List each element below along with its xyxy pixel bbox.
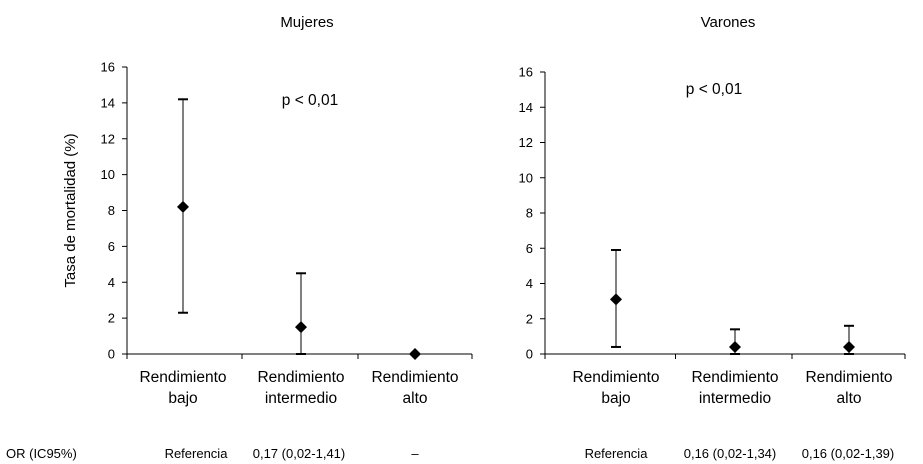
y-tick-label: 2	[108, 311, 115, 326]
y-tick-label: 12	[101, 131, 115, 146]
y-tick-label: 4	[108, 275, 115, 290]
y-tick-label: 16	[101, 60, 115, 75]
panel-mujeres: Mujeres 0 2 4 6 8 10 12 14 16 Tasa de mortalidad (…	[62, 14, 473, 461]
or-value: 0,16 (0,02-1,34)	[684, 446, 777, 461]
p-value-annotation: p < 0,01	[686, 81, 742, 98]
or-value: Referencia	[585, 446, 649, 461]
or-value: Referencia	[165, 446, 229, 461]
y-tick-label: 14	[101, 95, 115, 110]
x-category-label: alto	[403, 390, 428, 407]
data-point-diamond	[409, 348, 421, 360]
data-point-diamond	[729, 340, 741, 353]
y-tick-label: 0	[108, 347, 115, 362]
y-axis-label: Tasa de mortalidad (%)	[62, 133, 79, 287]
x-category-label: Rendimiento	[257, 369, 344, 386]
y-tick-label: 0	[526, 347, 533, 362]
y-tick-label: 10	[519, 170, 533, 185]
or-value: 0,17 (0,02-1,41)	[253, 446, 346, 461]
y-tick-label: 16	[519, 65, 533, 80]
data-point-diamond	[177, 200, 189, 213]
y-tick-label: 10	[101, 167, 115, 182]
data-point-diamond	[843, 340, 855, 353]
x-category-label: Rendimiento	[805, 369, 892, 386]
x-category-label: bajo	[168, 390, 197, 407]
x-category-label: Rendimiento	[572, 369, 659, 386]
panel-title: Varones	[701, 14, 756, 31]
data-point-diamond	[610, 293, 622, 306]
panel-title: Mujeres	[280, 14, 333, 31]
x-category-label: intermedio	[265, 390, 337, 407]
y-tick-label: 2	[526, 311, 533, 326]
y-tick-label: 12	[519, 135, 533, 150]
p-value-annotation: p < 0,01	[282, 92, 338, 109]
or-value: 0,16 (0,02-1,39)	[802, 446, 895, 461]
or-value: –	[411, 446, 419, 461]
y-tick-label: 8	[526, 206, 533, 221]
x-category-label: Rendimiento	[371, 369, 458, 386]
y-tick-label: 8	[108, 203, 115, 218]
x-category-label: Rendimiento	[139, 369, 226, 386]
or-row-label: OR (IC95%)	[6, 446, 77, 461]
y-tick-label: 4	[526, 276, 533, 291]
data-point-diamond	[295, 321, 307, 334]
x-category-label: Rendimiento	[691, 369, 778, 386]
panel-varones: Varones 0 2 4 6 8 10 12 14 16 p < 0,01 Rendimiento b…	[519, 14, 906, 461]
y-tick-label: 14	[519, 100, 533, 115]
y-tick-label: 6	[108, 239, 115, 254]
x-category-label: bajo	[601, 390, 630, 407]
x-category-label: intermedio	[699, 390, 771, 407]
y-tick-label: 6	[526, 241, 533, 256]
x-category-label: alto	[837, 390, 862, 407]
